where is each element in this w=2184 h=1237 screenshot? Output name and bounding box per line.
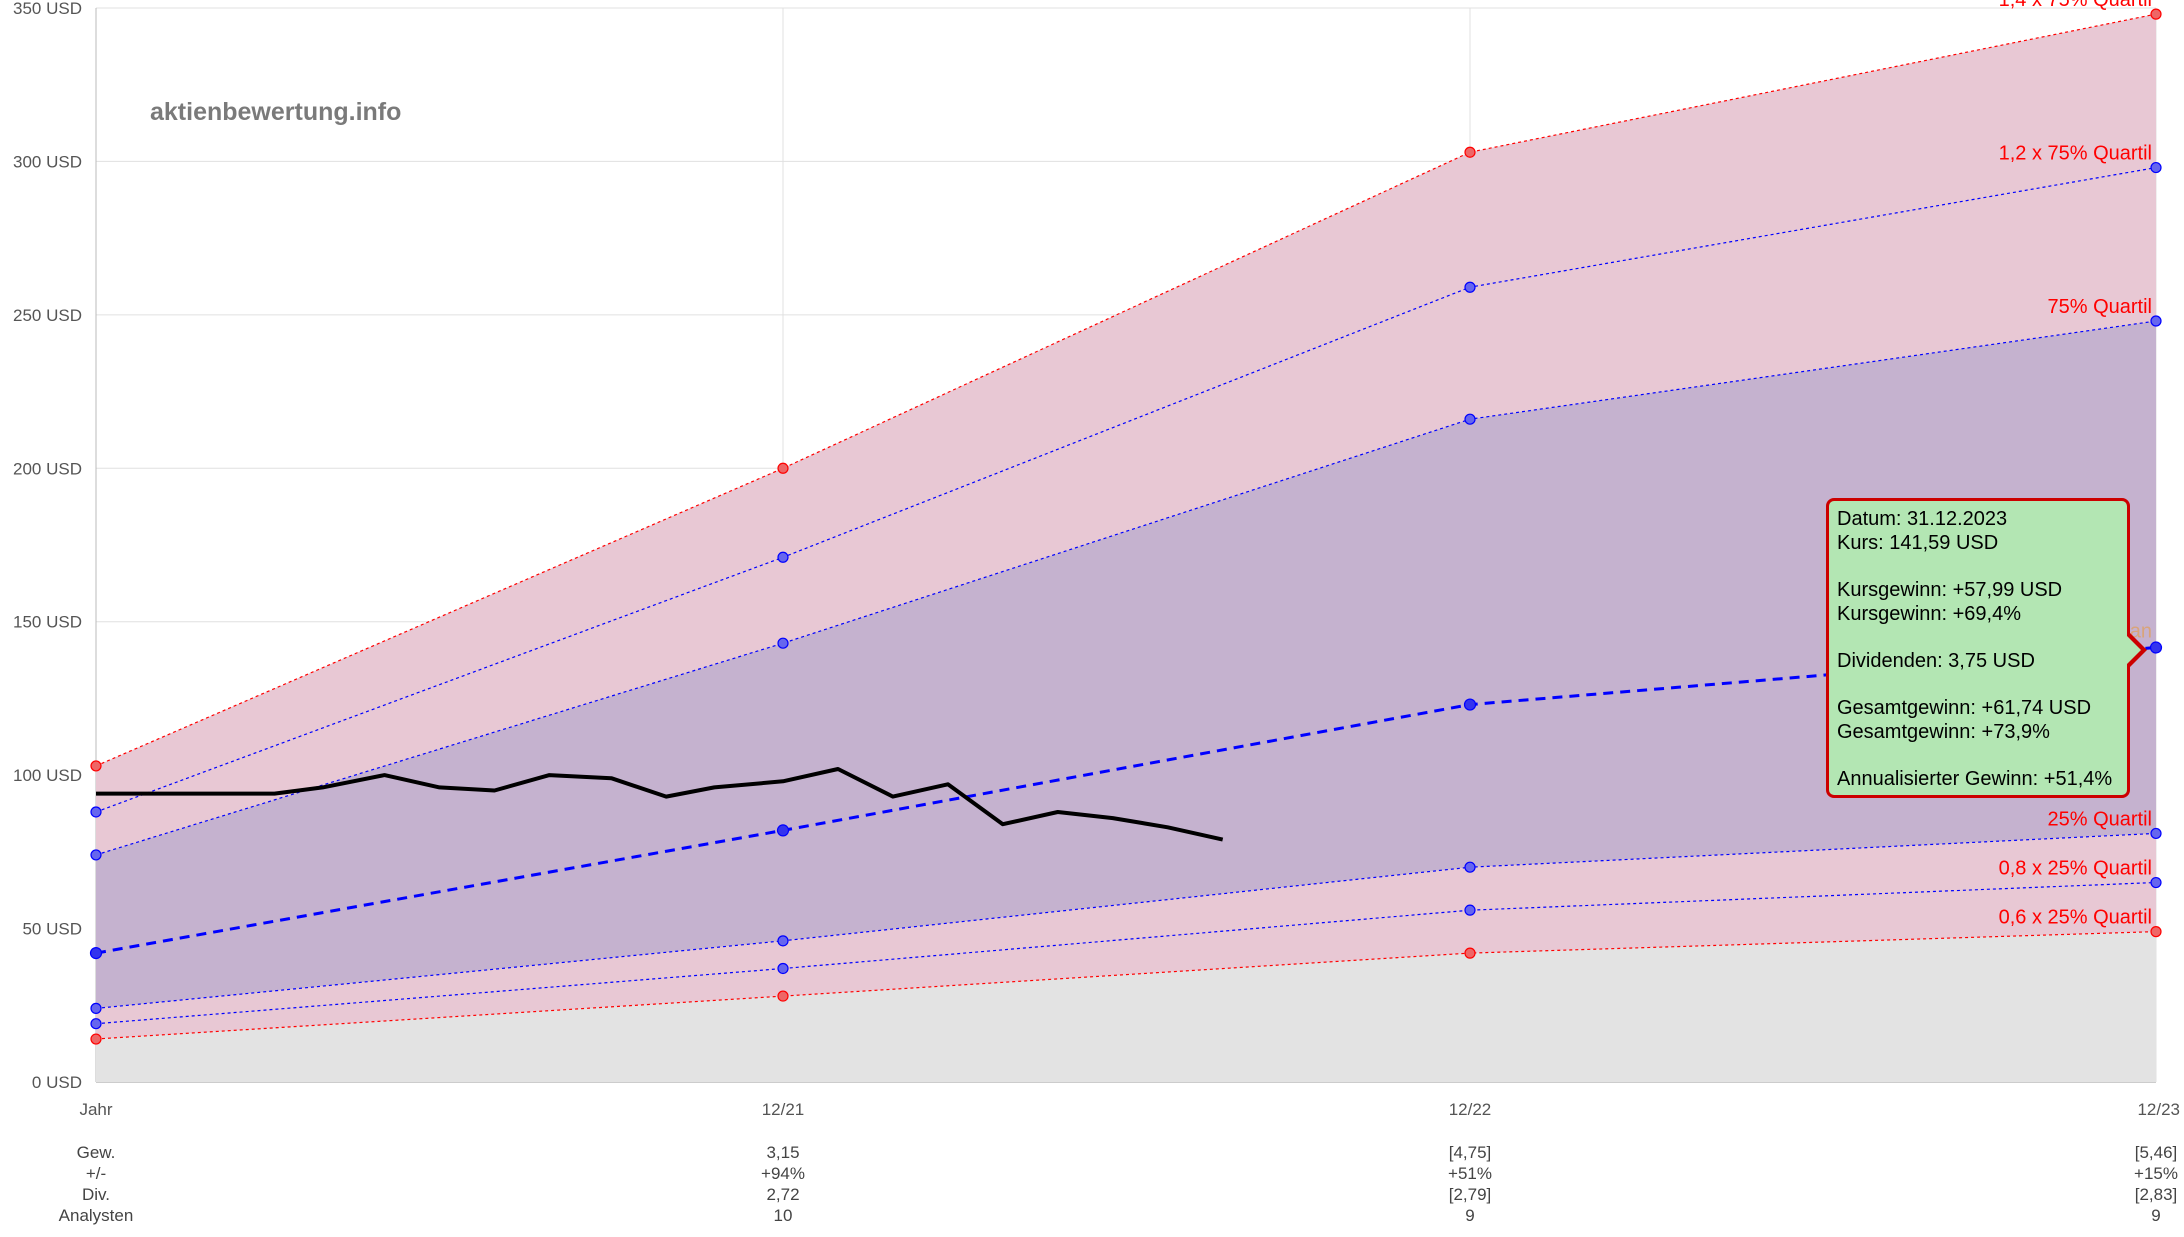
tooltip-line: Kursgewinn: +57,99 USD <box>1837 579 2063 601</box>
tooltip-spacer <box>1837 744 2119 767</box>
band-point[interactable] <box>1464 146 1476 158</box>
tooltip-spacer <box>1837 673 2119 696</box>
band-point[interactable] <box>777 935 789 947</box>
band-point[interactable] <box>2150 926 2162 938</box>
band-label: 0,8 x 25% Quartil <box>1999 858 2152 880</box>
y-tick-label: 300 USD <box>13 152 82 171</box>
footer-row-label: Gew. <box>77 1143 116 1162</box>
footer-table: Gew. 3,15 [4,75] [5,46] +/- +94% +51% +15% Div. 2… <box>59 1143 2178 1225</box>
band-point[interactable] <box>2150 827 2162 840</box>
band-point[interactable] <box>776 824 790 837</box>
band-point[interactable] <box>777 962 789 975</box>
tooltip-arrow-inner <box>2125 634 2141 666</box>
tooltip-line: Annualisierter Gewinn: +51,4% <box>1837 768 2113 790</box>
footer-cell: 10 <box>774 1206 793 1225</box>
band-line <box>95 13 2157 767</box>
tooltip-spacer <box>1837 555 2119 578</box>
band-point[interactable] <box>1464 947 1476 959</box>
tooltip-line: Kursgewinn: +69,4% <box>1837 603 2022 625</box>
band-point[interactable] <box>2150 315 2162 327</box>
footer-cell: 2,72 <box>766 1185 799 1204</box>
footer-cell: +15% <box>2134 1164 2178 1183</box>
footer-row-label: Div. <box>82 1185 110 1204</box>
band-point[interactable] <box>90 849 102 861</box>
footer-cell: +94% <box>761 1164 805 1183</box>
band-line <box>95 167 2157 813</box>
band-label: 1,2 x 75% Quartil <box>1999 143 2152 165</box>
tooltip-line: Dividenden: 3,75 USD <box>1837 650 2035 672</box>
band-fills <box>96 14 2156 1082</box>
footer-cell: [5,46] <box>2135 1143 2178 1162</box>
footer-cell: [2,83] <box>2135 1185 2178 1204</box>
band-point[interactable] <box>1463 698 1477 711</box>
footer-cell: [4,75] <box>1449 1143 1492 1162</box>
band-fill-lower <box>96 833 2156 1039</box>
tooltip-line: Kurs: 141,59 USD <box>1837 532 1999 554</box>
x-tick-label: 12/22 <box>1449 1100 1492 1119</box>
y-tick-label: 50 USD <box>22 920 82 939</box>
band-point[interactable] <box>1464 281 1476 293</box>
band-point[interactable] <box>90 1018 102 1030</box>
band-point[interactable] <box>777 462 789 474</box>
band-line <box>95 832 2157 1009</box>
y-tick-label: 0 USD <box>32 1073 82 1092</box>
band-point[interactable] <box>1464 904 1476 916</box>
band-fill-middle <box>96 321 2156 1009</box>
x-tick-label: Jahr <box>79 1100 112 1119</box>
y-tick-label: 150 USD <box>13 613 82 632</box>
band-point[interactable] <box>777 637 789 649</box>
band-label: 25% Quartil <box>2048 808 2153 830</box>
tooltip-spacer <box>1837 626 2119 649</box>
tooltip: Datum: 31.12.2023 Kurs: 141,59 USD Kursgew… <box>1826 498 2130 798</box>
y-tick-label: 100 USD <box>13 766 82 785</box>
footer-row-label: +/- <box>86 1164 106 1183</box>
x-tick-label: 12/23 <box>2137 1100 2180 1119</box>
tooltip-line: Gesamtgewinn: +73,9% <box>1837 721 2050 743</box>
footer-cell: 9 <box>2151 1206 2160 1225</box>
band-line <box>95 931 2157 1040</box>
band-point[interactable] <box>90 806 102 818</box>
band-line <box>95 320 2157 856</box>
band-point[interactable] <box>2150 161 2162 174</box>
tooltip-line: Gesamtgewinn: +61,74 USD <box>1837 697 2092 719</box>
band-label: 0,6 x 25% Quartil <box>1999 907 2152 929</box>
band-point[interactable] <box>2150 876 2162 889</box>
footer-cell: 9 <box>1465 1206 1474 1225</box>
band-point[interactable] <box>1464 413 1476 425</box>
y-tick-label: 350 USD <box>13 0 82 18</box>
band-point[interactable] <box>90 760 102 772</box>
band-point[interactable] <box>2149 641 2163 654</box>
footer-row-label: Analysten <box>59 1206 134 1225</box>
price-series-line <box>96 767 1224 842</box>
band-point[interactable] <box>2150 8 2162 20</box>
watermark: aktienbewertung.info <box>150 98 401 126</box>
band-fill-bottom <box>96 931 2156 1082</box>
axis-ticks: 0 USD 50 USD 100 USD 150 USD 200 USD 250 USD 3… <box>13 0 2180 1119</box>
band-line <box>95 881 2157 1025</box>
band-point[interactable] <box>777 551 789 563</box>
band-point[interactable] <box>777 990 789 1002</box>
y-tick-label: 250 USD <box>13 306 82 325</box>
footer-cell: +51% <box>1448 1164 1492 1183</box>
footer-cell: 3,15 <box>766 1143 799 1162</box>
x-tick-label: 12/21 <box>762 1100 805 1119</box>
band-point[interactable] <box>1464 861 1476 873</box>
y-tick-label: 200 USD <box>13 459 82 478</box>
price-line <box>96 767 1224 842</box>
band-label: 1,4 x 75% Quartil <box>1999 0 2152 11</box>
band-line <box>95 646 2157 955</box>
band-point[interactable] <box>89 947 103 960</box>
band-point[interactable] <box>90 1033 102 1045</box>
footer-cell: [2,79] <box>1449 1185 1492 1204</box>
band-point[interactable] <box>90 1002 102 1014</box>
band-lines <box>89 8 2163 1045</box>
tooltip-line: Datum: 31.12.2023 <box>1837 508 2008 530</box>
band-label: 75% Quartil <box>2048 296 2153 318</box>
band-fill-upper <box>96 14 2156 855</box>
